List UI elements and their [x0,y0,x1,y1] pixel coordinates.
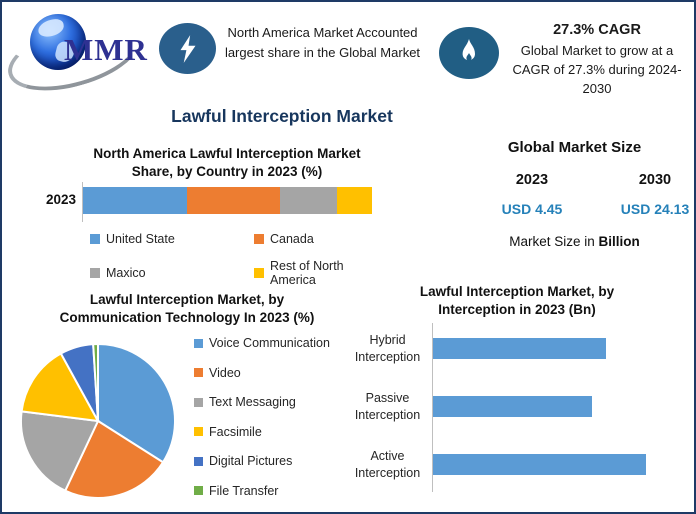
hbar-row-passive-interception: Passive Interception [345,389,692,425]
hbar-row-active-interception: Active Interception [345,447,692,483]
hbar-label-active-interception: Active Interception [354,449,421,480]
legend-label-digital-pictures: Digital Pictures [209,454,293,469]
legend-swatch-voice-communication [194,338,203,348]
market-size-unit: Billion [598,234,640,249]
globe-icon [30,14,86,70]
cagr-headline: 27.3% CAGR [553,22,641,38]
pie-chart [20,342,176,499]
legend-swatch-text-messaging [194,397,203,407]
pie-slice-facsimile [20,352,100,423]
lightning-bolt-icon [159,23,216,74]
hbar-axis-line [432,323,433,492]
legend-item-digital-pictures: Digital Pictures [194,454,354,468]
hbar-plot-area: Hybrid Interception Passive Interception A… [345,331,692,506]
legend-swatch-maxico [90,268,100,278]
stacked-segment-united-state [83,187,188,214]
hbar-bar-hybrid-interception [433,338,606,359]
pie-chart-title: Lawful Interception Market, by Communica… [59,292,315,326]
legend-item-video: Video [194,366,354,380]
lightning-bolt-glyph [180,34,195,63]
market-size-title: Global Market Size [507,139,642,156]
legend-swatch-video [194,368,203,378]
stacked-segment-maxico [279,187,338,214]
legend-item-facsimile: Facsimile [194,425,354,439]
legend-item-maxico: Maxico [90,259,254,287]
stacked-chart-title: North America Lawful Interception Market… [93,146,361,180]
header-cagr-block: 27.3% CAGR Global Market to grow at a CA… [502,20,692,99]
market-size-value-2030: USD 24.13 [620,201,690,217]
market-size-note: Market Size in Billion [509,234,640,249]
hbar-bar-active-interception [433,454,646,475]
legend-label-maxico: Maxico [106,266,146,280]
hbar-label-hybrid-interception: Hybrid Interception [354,333,421,364]
legend-item-voice-communication: Voice Communication [194,336,354,350]
flame-glyph [462,39,475,61]
flame-icon [439,27,499,79]
stacked-legend: United State Canada Maxico Rest of North Am… [90,232,390,287]
hbar-bar-passive-interception [433,396,592,417]
hbar-label-passive-interception: Passive Interception [354,391,421,422]
legend-label-text-messaging: Text Messaging [209,395,296,410]
legend-swatch-digital-pictures [194,456,203,466]
legend-label-canada: Canada [270,232,314,246]
stacked-axis-line [82,182,83,222]
legend-item-text-messaging: Text Messaging [194,395,354,409]
stacked-category-label: 2023 [45,192,76,207]
market-size-year-2023: 2023 [515,172,549,188]
legend-swatch-canada [254,234,264,244]
legend-label-rest-of-north-america: Rest of North America [270,259,344,287]
header-share-text: North America Market Accounted largest s… [224,25,421,61]
legend-label-facsimile: Facsimile [209,424,262,439]
legend-item-united-state: United State [90,232,254,246]
legend-label-video: Video [209,365,241,380]
legend-item-canada: Canada [254,232,390,246]
legend-label-file-transfer: File Transfer [209,483,279,498]
hbar-chart-title: Lawful Interception Market, by Intercept… [419,284,615,318]
hbar-row-hybrid-interception: Hybrid Interception [345,331,692,367]
pie-slice-text-messaging [20,410,100,493]
pie-legend: Voice Communication Video Text Messaging Fa… [194,336,354,498]
mmr-logo: MMR [2,8,158,104]
market-size-value-2023: USD 4.45 [501,201,563,217]
legend-swatch-facsimile [194,427,203,437]
page-title: Lawful Interception Market [171,106,393,126]
logo-text: MMR [64,32,148,67]
legend-label-voice-communication: Voice Communication [209,336,330,350]
legend-label-united-state: United State [106,232,175,246]
legend-swatch-file-transfer [194,486,203,496]
legend-item-file-transfer: File Transfer [194,484,354,498]
legend-swatch-rest-of-north-america [254,268,264,278]
legend-swatch-united-state [90,234,100,244]
market-size-year-2030: 2030 [638,172,672,188]
pie-slice-file-transfer [92,342,99,422]
cagr-subtext: Global Market to grow at a CAGR of 27.3%… [512,43,682,96]
stacked-segment-canada [187,187,280,214]
stacked-bar [83,187,372,214]
legend-item-rest-of-north-america: Rest of North America [254,259,390,287]
stacked-segment-rest-of-north-america [337,187,372,214]
